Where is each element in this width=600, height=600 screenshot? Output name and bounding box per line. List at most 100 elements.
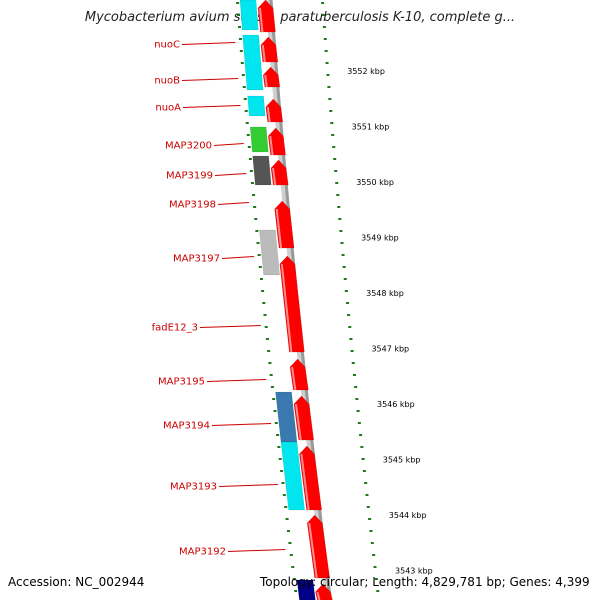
inner-tick-mark (254, 218, 258, 220)
inner-tick-mark (249, 170, 253, 172)
outer-tick-mark (372, 554, 376, 556)
outer-tick-mark (343, 278, 347, 280)
scale-label-kbp: 3551 kbp (352, 123, 390, 132)
inner-tick-mark (285, 518, 289, 520)
outer-tick-mark (354, 386, 358, 388)
forward-gene-arrow-11 (306, 514, 330, 579)
gene-label-map3199: MAP3199 (166, 171, 213, 182)
outer-tick-mark (334, 170, 338, 172)
inner-tick-mark (248, 158, 252, 160)
inner-tick-mark (259, 278, 263, 280)
inner-tick-mark (243, 98, 247, 100)
reverse-gene-block-7 (280, 441, 305, 511)
forward-gene-highlight-1 (261, 44, 266, 63)
gene-label-leader-line (182, 105, 241, 108)
outer-tick-mark (336, 194, 340, 196)
gene-label-leader-line (214, 173, 247, 176)
gene-label-map3198: MAP3198 (169, 200, 216, 211)
gene-label-map3197: MAP3197 (173, 254, 220, 265)
outer-tick-mark (333, 158, 337, 160)
gene-label-leader-line (211, 423, 272, 426)
inner-tick-mark (289, 554, 293, 556)
reverse-gene-block-5 (259, 229, 280, 276)
outer-tick-mark (341, 254, 345, 256)
inner-tick-mark (245, 122, 249, 124)
gene-label-map3200: MAP3200 (165, 141, 212, 152)
inner-tick-mark (256, 242, 260, 244)
reverse-gene-block-0 (239, 0, 259, 31)
outer-tick-mark (332, 146, 336, 148)
outer-tick-mark (357, 422, 361, 424)
outer-tick-mark (322, 26, 326, 28)
outer-tick-mark (321, 2, 325, 4)
scale-label-kbp: 3548 kbp (366, 289, 404, 298)
inner-tick-mark (261, 290, 265, 292)
inner-tick-mark (277, 446, 281, 448)
scale-label-kbp: 3545 kbp (383, 456, 421, 465)
inner-tick-mark (281, 482, 285, 484)
outer-tick-mark (373, 566, 377, 568)
forward-gene-highlight-9 (294, 403, 302, 441)
inner-tick-mark (272, 398, 276, 400)
forward-gene-arrow-12 (315, 583, 333, 600)
forward-gene-highlight-10 (300, 453, 310, 511)
scale-label-kbp: 3544 kbp (389, 511, 427, 520)
inner-tick-mark (252, 194, 256, 196)
outer-tick-mark (349, 338, 353, 340)
reverse-gene-block-8 (296, 579, 316, 600)
outer-tick-mark (364, 482, 368, 484)
inner-tick-mark (263, 314, 267, 316)
gene-label-map3192: MAP3192 (179, 547, 226, 558)
inner-tick-mark (242, 86, 246, 88)
scale-label-kbp: 3549 kbp (361, 234, 399, 243)
outer-tick-mark (351, 362, 355, 364)
forward-gene-arrow-3 (265, 98, 284, 123)
forward-gene-highlight-5 (272, 167, 277, 186)
inner-tick-mark (267, 350, 271, 352)
outer-tick-mark (335, 182, 339, 184)
outer-tick-mark (328, 98, 332, 100)
forward-gene-highlight-12 (316, 591, 321, 600)
gene-label-leader-line (221, 256, 255, 259)
outer-tick-mark (348, 326, 352, 328)
gene-label-leader-line (227, 549, 286, 552)
outer-tick-mark (326, 74, 330, 76)
gene-label-leader-line (206, 379, 267, 382)
outer-tick-mark (338, 218, 342, 220)
inner-tick-mark (253, 206, 257, 208)
forward-gene-highlight-0 (259, 7, 264, 33)
outer-tick-mark (342, 266, 346, 268)
outer-tick-mark (330, 122, 334, 124)
inner-tick-mark (291, 566, 295, 568)
inner-tick-mark (270, 386, 274, 388)
outer-tick-mark (352, 374, 356, 376)
outer-tick-mark (355, 398, 359, 400)
inner-tick-mark (258, 266, 262, 268)
outer-tick-mark (347, 314, 351, 316)
gene-label-map3195: MAP3195 (158, 377, 205, 388)
inner-tick-mark (284, 506, 288, 508)
outer-tick-mark (360, 446, 364, 448)
forward-gene-arrow-10 (299, 445, 322, 511)
scale-label-kbp: 3550 kbp (356, 178, 394, 187)
reverse-gene-block-3 (249, 126, 269, 153)
inner-tick-mark (294, 590, 298, 592)
outer-tick-mark (369, 530, 373, 532)
outer-tick-mark (365, 494, 369, 496)
outer-tick-mark (356, 410, 360, 412)
outer-tick-mark (359, 434, 363, 436)
outer-tick-mark (345, 302, 349, 304)
gene-label-leader-line (218, 484, 278, 487)
gene-label-leader-line (217, 202, 249, 205)
forward-gene-highlight-4 (269, 135, 274, 156)
forward-gene-highlight-2 (264, 74, 268, 88)
accession-text: Accession: NC_002944 (8, 575, 145, 589)
inner-tick-mark (238, 38, 242, 40)
gene-label-nuoa: nuoA (155, 103, 181, 114)
outer-tick-mark (374, 578, 378, 580)
outer-tick-mark (324, 50, 328, 52)
forward-gene-highlight-8 (291, 366, 297, 391)
outer-tick-mark (325, 62, 329, 64)
scale-label-kbp: 3546 kbp (377, 400, 415, 409)
